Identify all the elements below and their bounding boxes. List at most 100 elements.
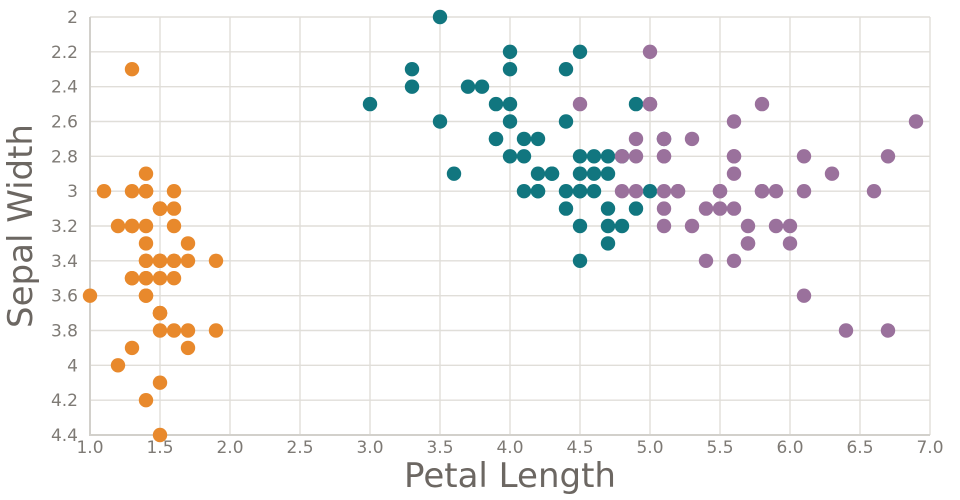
- x-tick-label: 6.5: [846, 438, 873, 458]
- data-point: [866, 184, 882, 199]
- data-point: [110, 218, 126, 234]
- data-point: [502, 96, 518, 112]
- data-point: [600, 236, 616, 251]
- data-point: [600, 149, 616, 164]
- data-point: [600, 218, 616, 234]
- data-point: [628, 96, 644, 112]
- y-tick-label: 2.6: [51, 113, 78, 133]
- data-point: [586, 166, 602, 181]
- data-point: [138, 218, 154, 234]
- y-tick-label: 2: [67, 8, 78, 28]
- data-point: [796, 288, 812, 303]
- data-point: [138, 166, 154, 181]
- data-point: [572, 253, 588, 268]
- data-point: [656, 149, 672, 164]
- data-point: [446, 166, 462, 181]
- axis-border: [89, 17, 930, 436]
- y-axis-title: Sepal Width: [1, 124, 41, 328]
- x-tick-label: 6.0: [776, 438, 803, 458]
- data-point: [544, 166, 560, 181]
- data-point: [628, 184, 644, 199]
- data-point: [586, 184, 602, 199]
- data-point: [572, 218, 588, 234]
- data-point: [572, 96, 588, 112]
- x-tick-label: 1.0: [76, 438, 103, 458]
- data-point: [628, 131, 644, 147]
- data-point: [768, 184, 784, 199]
- data-point: [152, 201, 168, 216]
- data-point: [726, 114, 742, 129]
- data-point: [740, 218, 756, 234]
- data-point: [628, 201, 644, 216]
- data-point: [460, 79, 476, 94]
- data-point: [698, 201, 714, 216]
- data-point: [432, 114, 448, 129]
- data-point: [642, 44, 658, 59]
- data-point: [502, 149, 518, 164]
- y-tick-label: 2.4: [51, 78, 78, 98]
- data-point: [656, 184, 672, 199]
- data-point: [782, 236, 798, 251]
- y-tick-labels: 2 2.2 2.4 2.6 2.8 3 3.2 3.4 3.6 3.8 4 4.2 4.4: [51, 8, 78, 446]
- data-point: [656, 218, 672, 234]
- data-point: [754, 184, 770, 199]
- data-point: [642, 96, 658, 112]
- y-tick-label: 3.6: [51, 287, 78, 307]
- x-tick-label: 1.5: [146, 438, 173, 458]
- data-point: [152, 253, 168, 268]
- data-point: [530, 166, 546, 181]
- data-point: [572, 184, 588, 199]
- data-point: [432, 9, 448, 25]
- data-point: [404, 79, 420, 94]
- data-point: [838, 323, 854, 338]
- data-point: [166, 323, 182, 338]
- data-point: [614, 218, 630, 234]
- data-point: [166, 184, 182, 199]
- data-point: [404, 61, 420, 77]
- data-point: [82, 288, 98, 303]
- data-point: [824, 166, 840, 181]
- data-point: [530, 131, 546, 147]
- data-point: [124, 340, 140, 356]
- data-point: [152, 323, 168, 338]
- data-point: [138, 393, 154, 408]
- data-point: [726, 201, 742, 216]
- x-tick-label: 7.0: [916, 438, 943, 458]
- data-point: [726, 253, 742, 268]
- data-point: [880, 149, 896, 164]
- data-point: [208, 253, 224, 268]
- data-point: [754, 96, 770, 112]
- data-point: [166, 271, 182, 286]
- data-point: [166, 218, 182, 234]
- data-point: [656, 131, 672, 147]
- y-tick-label: 4.2: [51, 391, 78, 411]
- x-tick-label: 5.0: [636, 438, 663, 458]
- data-point: [124, 271, 140, 286]
- y-tick-label: 3.8: [51, 322, 78, 342]
- data-point: [502, 114, 518, 129]
- data-point: [166, 201, 182, 216]
- data-point: [614, 149, 630, 164]
- data-point: [474, 79, 490, 94]
- y-tick-label: 2.2: [51, 43, 78, 63]
- data-point: [488, 96, 504, 112]
- data-point: [166, 253, 182, 268]
- data-point: [670, 184, 686, 199]
- data-point: [138, 271, 154, 286]
- data-point: [600, 166, 616, 181]
- series-teal-cluster: [362, 9, 672, 268]
- data-point: [180, 323, 196, 338]
- x-tick-label: 4.0: [496, 438, 523, 458]
- data-point: [96, 184, 112, 199]
- data-point: [712, 184, 728, 199]
- data-point: [726, 149, 742, 164]
- x-tick-label: 4.5: [566, 438, 593, 458]
- y-tick-label: 2.8: [51, 147, 78, 167]
- data-point: [558, 114, 574, 129]
- series-purple-cluster: [572, 44, 924, 338]
- data-point: [684, 218, 700, 234]
- series-orange-cluster: [82, 61, 224, 443]
- x-tick-label: 5.5: [706, 438, 733, 458]
- y-tick-label: 3.2: [51, 217, 78, 237]
